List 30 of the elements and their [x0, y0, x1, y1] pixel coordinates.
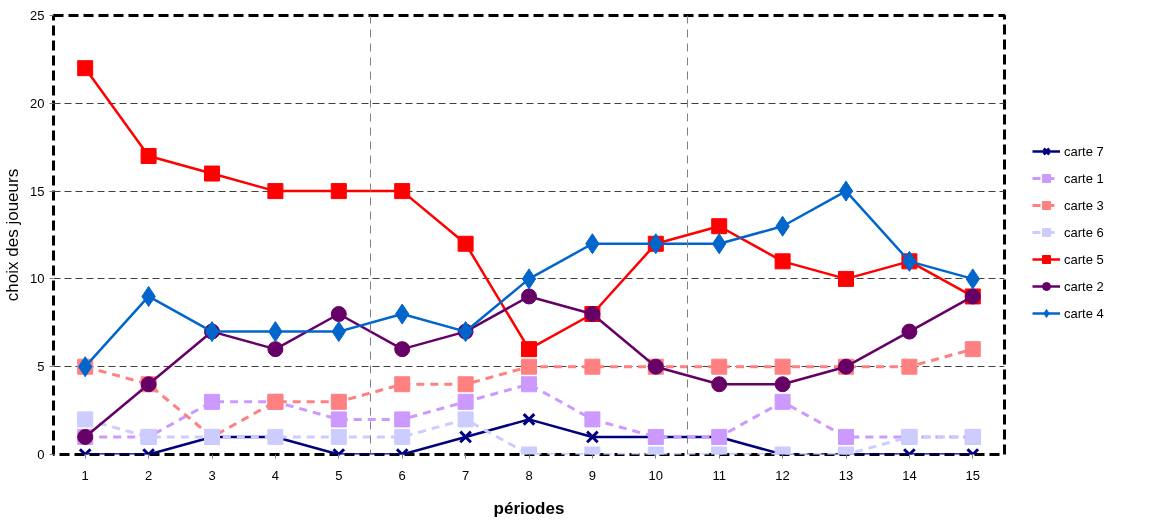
x-tick-label: 14 — [902, 467, 917, 483]
y-tick-label: 5 — [37, 359, 45, 375]
legend-label: carte 6 — [1064, 224, 1104, 240]
legend-label: carte 5 — [1064, 251, 1104, 267]
x-tick-label: 4 — [271, 467, 280, 483]
x-tick-label: 13 — [838, 467, 854, 483]
x-tick-label: 15 — [965, 467, 981, 483]
x-tick-label: 9 — [588, 467, 597, 483]
x-tick-label: 3 — [208, 467, 216, 483]
x-tick-label: 5 — [335, 467, 343, 483]
y-tick-label: 10 — [30, 271, 45, 287]
x-tick-label: 10 — [648, 467, 664, 483]
legend-label: carte 4 — [1064, 305, 1104, 321]
y-axis-title: choix des joueurs — [3, 168, 23, 302]
x-tick-label: 11 — [712, 467, 726, 483]
legend-label: carte 2 — [1064, 278, 1104, 294]
x-tick-label: 7 — [461, 467, 470, 483]
x-tick-label: 6 — [398, 467, 406, 483]
x-tick-label: 8 — [525, 467, 533, 483]
legend-label: carte 3 — [1064, 197, 1104, 213]
x-tick-label: 12 — [775, 467, 790, 483]
legend-label: carte 7 — [1064, 143, 1104, 159]
x-tick-label: 2 — [144, 467, 153, 483]
y-tick-label: 15 — [30, 183, 45, 199]
x-tick-label: 1 — [81, 467, 89, 483]
legend-label: carte 1 — [1064, 170, 1104, 186]
y-tick-label: 20 — [30, 95, 45, 111]
y-tick-label: 25 — [30, 8, 45, 23]
y-tick-label: 0 — [37, 447, 45, 462]
x-axis-title: périodes — [493, 498, 565, 518]
